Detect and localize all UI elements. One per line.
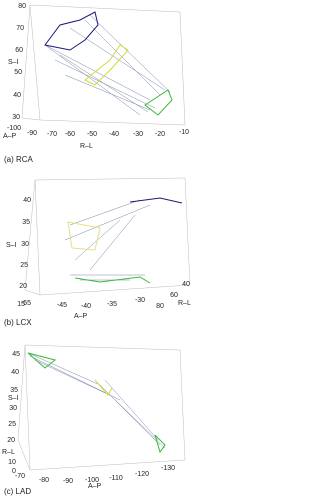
tick-label: -40 [109,131,119,138]
tick-label: 35 [22,219,30,226]
tick-label: 60 [15,47,23,54]
tick-label: 25 [20,262,28,269]
tick-label: 35 [10,387,18,394]
tick-label: -10 [179,129,189,136]
tick-label: -100 [7,125,21,132]
tick-label: -130 [161,465,175,472]
tick-label: 15 [17,301,25,308]
tick-label: 30 [12,114,20,121]
tick-label: 0 [12,468,16,475]
tick-label: 25 [8,421,16,428]
tick-label: -70 [47,131,57,138]
tick-label: -50 [87,131,97,138]
axis-label: A–P [88,483,102,490]
tick-label: 40 [13,92,21,99]
axis-label: A–P [74,313,88,320]
tick-label: -90 [27,130,37,137]
tick-label: 50 [14,69,22,76]
tick-label: -70 [15,473,25,480]
tick-label: -100 [85,477,99,484]
caption: (a) RCA [4,155,34,164]
panel-c-plot [17,344,186,471]
tick-label: -60 [65,131,75,138]
tick-label: -55 [21,300,31,307]
panel-b-plot [24,177,191,296]
axis-label: S–I [6,242,17,249]
axis-label: R–L [2,449,15,456]
tick-label: 45 [12,351,20,358]
tick-label: -40 [81,303,91,310]
tick-label: 30 [21,241,29,248]
tick-label: -30 [135,297,145,304]
tick-label: 20 [7,437,15,444]
axis-label: R–L [80,143,93,150]
tick-label: 40 [182,281,190,288]
axis-label: R–L [178,300,191,307]
panel-a-plot [21,4,186,126]
tick-label: -35 [107,301,117,308]
axis-label: S–I [8,395,19,402]
tick-label: 40 [11,369,19,376]
caption: (b) LCX [4,318,32,327]
caption: (c) LAD [4,487,31,496]
tick-label: -120 [135,471,149,478]
tick-label: -90 [63,478,73,485]
tick-label: 80 [18,3,26,10]
axis-label: S–I [8,59,19,66]
axis-label: A–P [3,133,17,140]
tick-label: -80 [39,477,49,484]
tick-label: 30 [9,405,17,412]
tick-label: -20 [155,131,165,138]
tick-label: 60 [170,292,178,299]
tick-label: 20 [19,283,27,290]
tick-label: -30 [133,131,143,138]
tick-label: -110 [109,475,123,482]
tick-label: 70 [16,25,24,32]
tick-label: 10 [8,459,16,466]
tick-label: 40 [23,197,31,204]
tick-label: 80 [156,303,164,310]
tick-label: -45 [57,302,67,309]
